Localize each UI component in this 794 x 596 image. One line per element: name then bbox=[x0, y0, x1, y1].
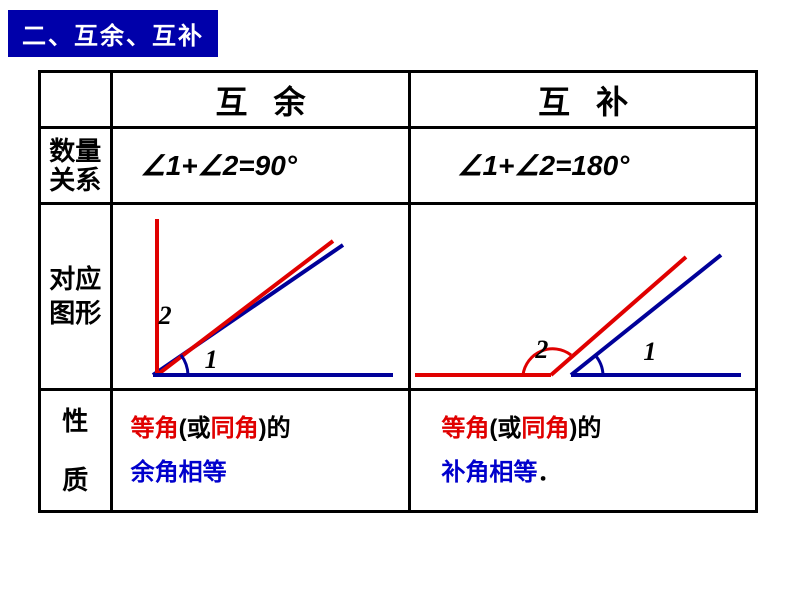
comparison-table: 互余 互补 数量关系 ∠1+∠2=90° ∠1+∠2=180° 对应图形 1 2 bbox=[38, 70, 758, 513]
comp-arc bbox=[181, 355, 188, 375]
property-supplementary: 等角(或同角)的 补角相等． bbox=[410, 390, 757, 512]
row-label-figure: 对应图形 bbox=[40, 204, 112, 390]
supp-red-diagonal bbox=[551, 257, 686, 375]
row-label-relation: 数量关系 bbox=[40, 128, 112, 204]
section-title: 二、互余、互补 bbox=[8, 10, 218, 57]
corner-cell bbox=[40, 72, 112, 128]
comp-label-2: 2 bbox=[159, 301, 172, 331]
property-complementary: 等角(或同角)的 余角相等 bbox=[111, 390, 410, 512]
supp-label-1: 1 bbox=[643, 337, 656, 367]
supp-label-2: 2 bbox=[535, 335, 548, 365]
relation-complementary: ∠1+∠2=90° bbox=[111, 128, 410, 204]
supp-blue-arc bbox=[595, 355, 603, 375]
figure-complementary: 1 2 bbox=[111, 204, 410, 390]
figure-supplementary: 1 2 bbox=[410, 204, 757, 390]
comp-label-1: 1 bbox=[205, 345, 218, 375]
row-label-property: 性 质 bbox=[40, 390, 112, 512]
header-supplementary: 互补 bbox=[410, 72, 757, 128]
comp-red-diagonal bbox=[157, 241, 333, 375]
header-complementary: 互余 bbox=[111, 72, 410, 128]
relation-supplementary: ∠1+∠2=180° bbox=[410, 128, 757, 204]
